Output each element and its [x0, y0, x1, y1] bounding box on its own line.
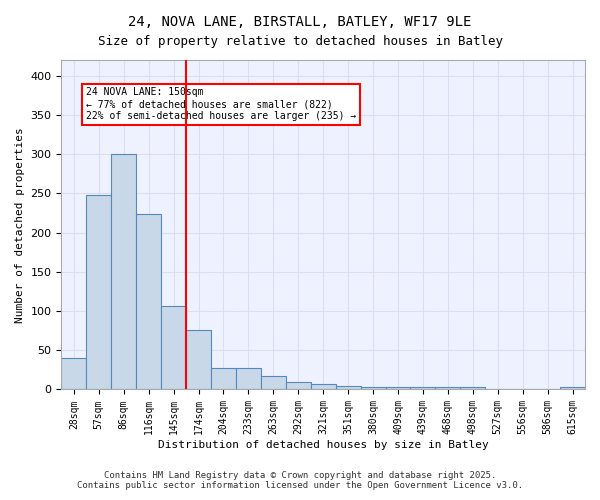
Bar	[410, 387, 436, 390]
Bar	[161, 306, 186, 390]
Bar	[335, 386, 361, 390]
Bar	[261, 376, 286, 390]
Text: 24, NOVA LANE, BIRSTALL, BATLEY, WF17 9LE: 24, NOVA LANE, BIRSTALL, BATLEY, WF17 9L…	[128, 15, 472, 29]
Bar	[111, 154, 136, 390]
Bar	[386, 387, 410, 390]
Bar	[211, 368, 236, 390]
Text: Size of property relative to detached houses in Batley: Size of property relative to detached ho…	[97, 35, 503, 48]
Bar	[186, 330, 211, 390]
Bar	[361, 387, 386, 390]
X-axis label: Distribution of detached houses by size in Batley: Distribution of detached houses by size …	[158, 440, 488, 450]
Bar	[436, 387, 460, 390]
Bar	[86, 195, 111, 390]
Bar	[311, 384, 335, 390]
Bar	[136, 214, 161, 390]
Bar	[560, 387, 585, 390]
Bar	[236, 368, 261, 390]
Text: Contains HM Land Registry data © Crown copyright and database right 2025.
Contai: Contains HM Land Registry data © Crown c…	[77, 470, 523, 490]
Text: 24 NOVA LANE: 150sqm
← 77% of detached houses are smaller (822)
22% of semi-deta: 24 NOVA LANE: 150sqm ← 77% of detached h…	[86, 88, 356, 120]
Bar	[286, 382, 311, 390]
Bar	[460, 387, 485, 390]
Y-axis label: Number of detached properties: Number of detached properties	[15, 127, 25, 322]
Bar	[61, 358, 86, 390]
